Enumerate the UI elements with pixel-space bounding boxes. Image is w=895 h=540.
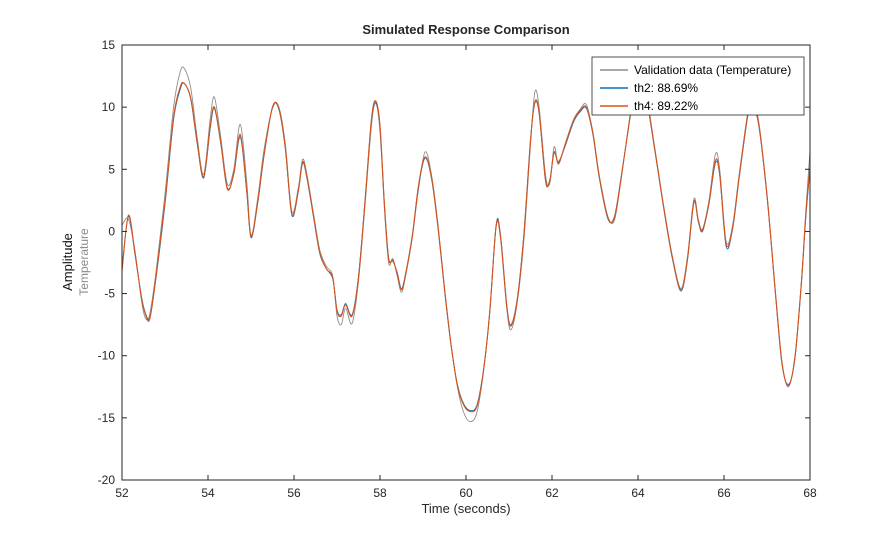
y-tick-label: 0 [108,224,115,238]
plot-title: Simulated Response Comparison [362,22,570,37]
x-axis-label: Time (seconds) [421,501,511,516]
legend-label-validation: Validation data (Temperature) [634,63,791,77]
y-tick-label: -20 [98,473,116,487]
x-tick-label: 62 [545,486,559,500]
x-tick-label: 66 [717,486,731,500]
x-tick-label: 58 [373,486,387,500]
x-tick-label: 56 [287,486,301,500]
legend-label-th4: th4: 89.22% [634,99,698,113]
series-line-th4 [122,76,810,413]
y-axis-label: Amplitude Temperature [60,228,92,295]
y-tick-label: 15 [102,38,116,52]
y-axis-label-channel: Temperature [77,228,91,296]
y-tick-label: 10 [102,100,116,114]
x-tick-label: 54 [201,486,215,500]
y-tick-label: 5 [108,162,115,176]
x-tick-label: 64 [631,486,645,500]
series-line-th2 [122,77,810,412]
y-tick-label: -10 [98,349,116,363]
x-tick-label: 60 [459,486,473,500]
x-tick-label: 52 [115,486,129,500]
y-axis-label-amplitude: Amplitude [60,233,75,291]
series-line-validation [122,66,810,423]
legend-label-th2: th2: 88.69% [634,81,698,95]
x-tick-label: 68 [803,486,817,500]
y-tick-label: -5 [104,287,115,301]
y-tick-label: -15 [98,411,116,425]
